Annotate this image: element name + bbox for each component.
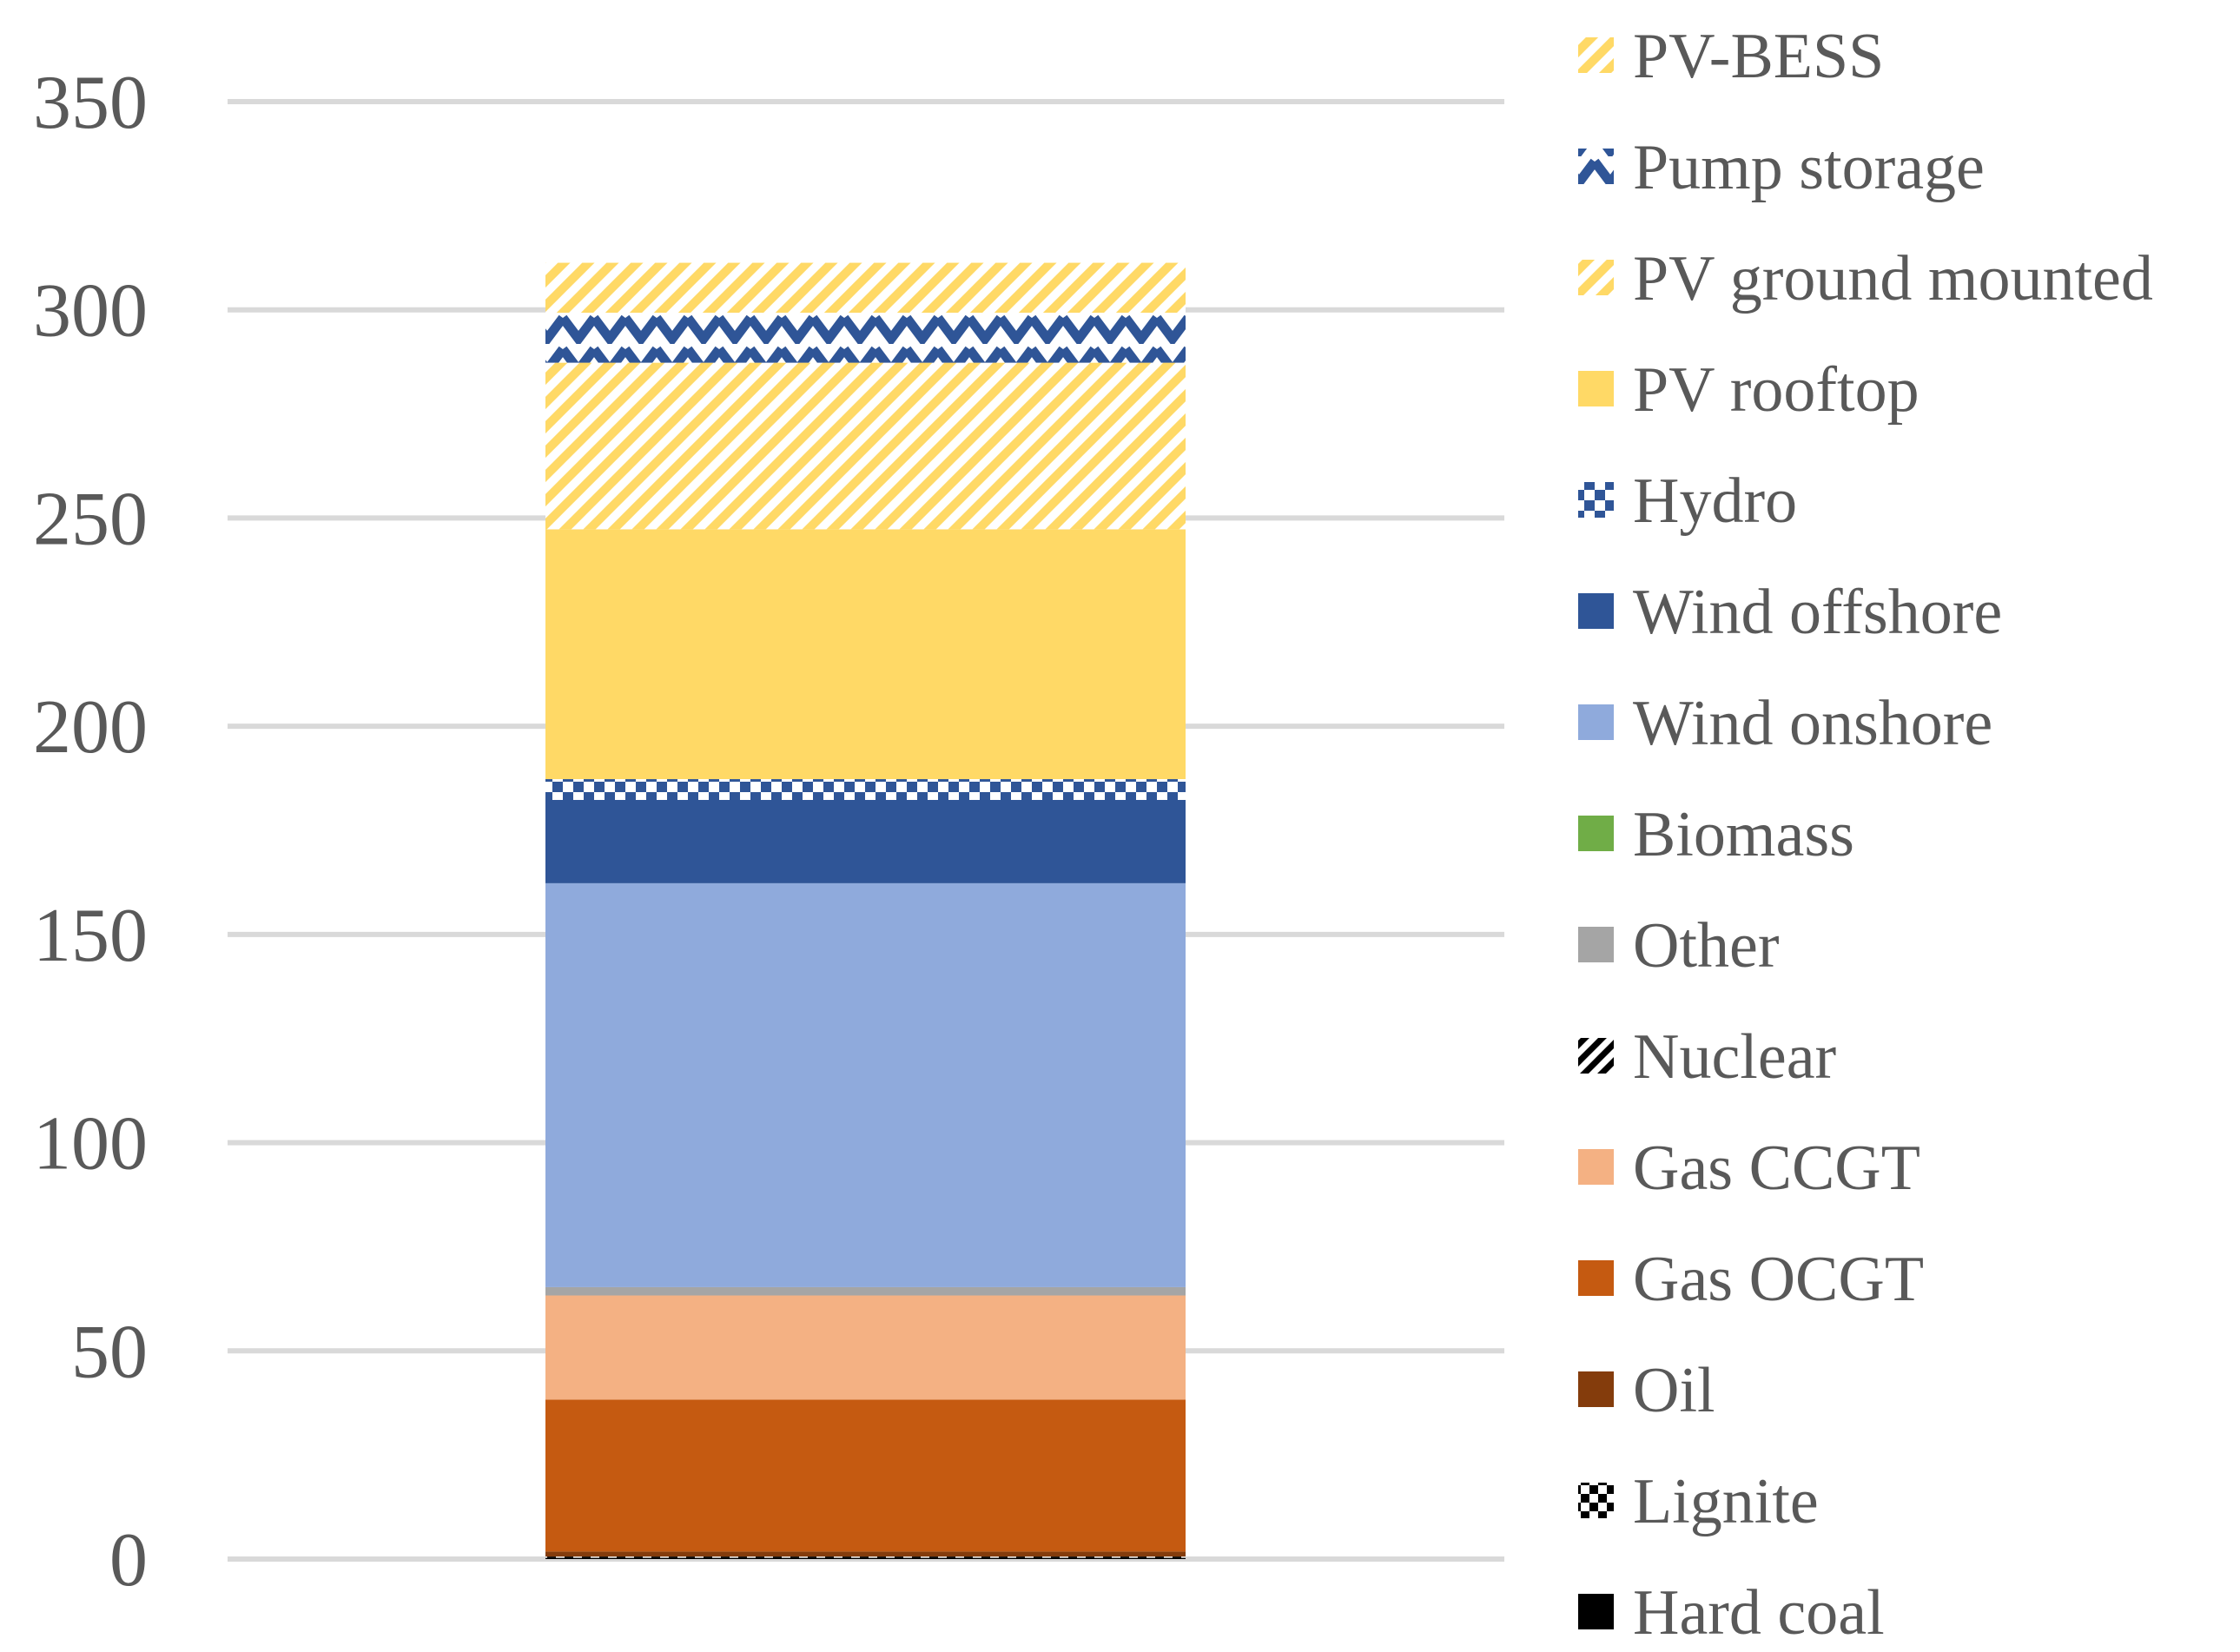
bar-segment-pv-rooftop xyxy=(545,529,1186,780)
bar-segment-pump-storage xyxy=(545,313,1186,363)
legend-swatch-lignite xyxy=(1578,1483,1614,1518)
legend-label-pv-ground-mounted: PV ground mounted xyxy=(1633,243,2153,314)
legend-label-wind-offshore: Wind offshore xyxy=(1633,577,2002,648)
legend-item-pv-rooftop: PV rooftop xyxy=(1578,354,1920,426)
bar-stack xyxy=(545,262,1186,1559)
bar-segment-pv-bess xyxy=(545,262,1186,314)
legend-label-wind-onshore: Wind onshore xyxy=(1633,688,1992,759)
y-axis-ticks: 0 50 100 150 200 250 300 350 xyxy=(33,61,148,1602)
y-tick-label-150: 150 xyxy=(33,894,148,978)
legend-swatch-other xyxy=(1578,927,1614,962)
legend-label-pv-rooftop: PV rooftop xyxy=(1633,354,1920,426)
legend-item-pv-bess: PV-BESS xyxy=(1578,21,1884,92)
bar-segment-wind-offshore xyxy=(545,800,1186,883)
legend-swatch-wind-onshore xyxy=(1578,704,1614,740)
legend-label-hard-coal: Hard coal xyxy=(1633,1577,1885,1649)
bar-segment-pv-ground-mounted xyxy=(545,362,1186,530)
bar-segment-hard-coal xyxy=(545,1557,1186,1559)
legend-swatch-nuclear xyxy=(1578,1038,1614,1074)
legend-swatch-gas-ocgt xyxy=(1578,1260,1614,1296)
legend-swatch-pv-bess xyxy=(1578,37,1614,73)
y-tick-label-250: 250 xyxy=(33,477,148,561)
legend: PV-BESS Pump storage PV ground mounted PV r… xyxy=(1578,21,2153,1649)
bar-segment-wind-onshore xyxy=(545,882,1186,1287)
legend-label-other: Other xyxy=(1633,910,1780,981)
bar-segment-other xyxy=(545,1286,1186,1296)
legend-swatch-oil xyxy=(1578,1371,1614,1407)
bar-segment-gas-ccgt xyxy=(545,1295,1186,1400)
legend-item-gas-ocgt: Gas OCGT xyxy=(1578,1244,1924,1315)
legend-item-nuclear: Nuclear xyxy=(1578,1021,1836,1093)
bar-segment-lignite xyxy=(545,1556,1186,1558)
legend-swatch-pv-rooftop xyxy=(1578,371,1614,406)
legend-item-wind-onshore: Wind onshore xyxy=(1578,688,1992,759)
legend-label-gas-ocgt: Gas OCGT xyxy=(1633,1244,1924,1315)
legend-item-gas-ccgt: Gas CCGT xyxy=(1578,1133,1920,1204)
bar-segment-hydro xyxy=(545,779,1186,801)
legend-item-other: Other xyxy=(1578,910,1780,981)
legend-item-hard-coal: Hard coal xyxy=(1578,1577,1885,1649)
y-tick-label-100: 100 xyxy=(33,1102,148,1186)
legend-item-lignite: Lignite xyxy=(1578,1466,1819,1537)
y-tick-label-200: 200 xyxy=(33,685,148,770)
y-tick-label-350: 350 xyxy=(33,61,148,145)
legend-swatch-pv-ground-mounted xyxy=(1578,260,1614,295)
legend-item-hydro: Hydro xyxy=(1578,466,1797,537)
y-tick-label-50: 50 xyxy=(71,1310,148,1394)
legend-item-biomass: Biomass xyxy=(1578,799,1854,870)
legend-label-nuclear: Nuclear xyxy=(1633,1021,1836,1093)
y-tick-label-0: 0 xyxy=(109,1518,148,1602)
legend-swatch-wind-offshore xyxy=(1578,593,1614,629)
legend-swatch-biomass xyxy=(1578,816,1614,851)
y-tick-label-300: 300 xyxy=(33,269,148,354)
legend-label-oil: Oil xyxy=(1633,1355,1715,1426)
bar-segment-gas-ocgt xyxy=(545,1399,1186,1552)
legend-swatch-pump-storage xyxy=(1578,149,1614,184)
legend-label-hydro: Hydro xyxy=(1633,466,1797,537)
legend-label-pv-bess: PV-BESS xyxy=(1633,21,1884,92)
legend-label-biomass: Biomass xyxy=(1633,799,1854,870)
legend-label-lignite: Lignite xyxy=(1633,1466,1819,1537)
legend-item-pv-ground-mounted: PV ground mounted xyxy=(1578,243,2153,314)
legend-swatch-hard-coal xyxy=(1578,1594,1614,1629)
legend-item-wind-offshore: Wind offshore xyxy=(1578,577,2002,648)
legend-item-oil: Oil xyxy=(1578,1355,1715,1426)
legend-swatch-gas-ccgt xyxy=(1578,1149,1614,1185)
legend-item-pump-storage: Pump storage xyxy=(1578,132,1985,203)
legend-swatch-hydro xyxy=(1578,482,1614,518)
legend-label-pump-storage: Pump storage xyxy=(1633,132,1985,203)
legend-label-gas-ccgt: Gas CCGT xyxy=(1633,1133,1920,1204)
bar-segment-oil xyxy=(545,1551,1186,1557)
